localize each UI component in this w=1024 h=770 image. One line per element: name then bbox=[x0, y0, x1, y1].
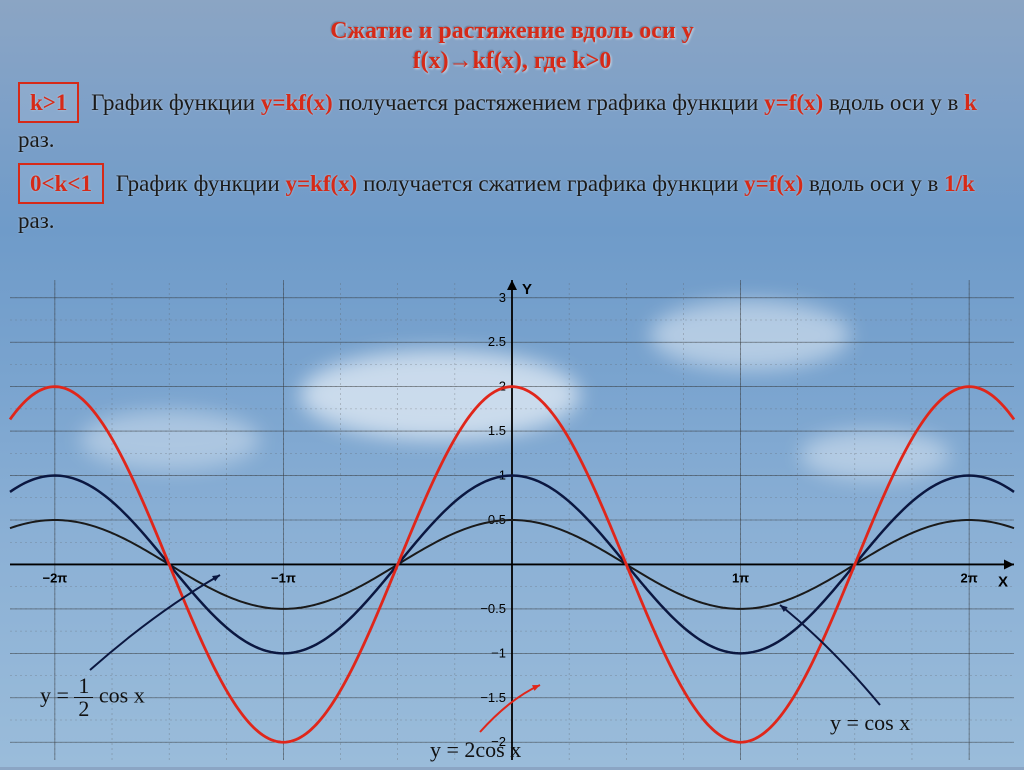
title-line1: Сжатие и растяжение вдоль оси y bbox=[330, 18, 694, 44]
svg-text:X: X bbox=[998, 573, 1008, 590]
rule-text: получается сжатием графика функции bbox=[363, 171, 744, 196]
svg-text:3: 3 bbox=[499, 290, 506, 305]
rule-text: получается растяжением графика функции bbox=[338, 90, 764, 115]
svg-text:1π: 1π bbox=[732, 570, 749, 585]
rule-text: вдоль оси y в bbox=[829, 90, 964, 115]
page-title: Сжатие и растяжение вдоль оси y f(x)→kf(… bbox=[0, 0, 1024, 76]
rule-text: График функции bbox=[116, 171, 286, 196]
rule-text: вдоль оси y в bbox=[809, 171, 944, 196]
k-highlight: k bbox=[964, 90, 977, 115]
curve-label: y = cos x bbox=[830, 710, 910, 736]
formula-highlight: y=kf(x) bbox=[261, 90, 333, 115]
formula-highlight: y=f(x) bbox=[764, 90, 823, 115]
svg-text:Y: Y bbox=[522, 281, 532, 298]
svg-text:1.5: 1.5 bbox=[488, 423, 506, 438]
cosine-chart: XY−2−1.5−1−0.50.511.522.53−2π−1π1π2π bbox=[0, 275, 1024, 765]
formula-highlight: y=f(x) bbox=[744, 171, 803, 196]
rule-text: раз. bbox=[18, 127, 55, 152]
curve-label: y = 12 cos x bbox=[40, 675, 145, 720]
svg-text:−1: −1 bbox=[491, 645, 506, 660]
svg-text:−2π: −2π bbox=[42, 570, 67, 585]
rule-text: График функции bbox=[91, 90, 261, 115]
svg-text:−1.5: −1.5 bbox=[480, 690, 506, 705]
rule-1: k>1 График функции y=kf(x) получается ра… bbox=[0, 76, 1024, 157]
k-highlight: 1/k bbox=[944, 171, 975, 196]
formula-highlight: y=kf(x) bbox=[285, 171, 357, 196]
rule-2: 0<k<1 График функции y=kf(x) получается … bbox=[0, 157, 1024, 238]
svg-text:−1π: −1π bbox=[271, 570, 296, 585]
k-condition-box: 0<k<1 bbox=[18, 163, 104, 204]
svg-text:2π: 2π bbox=[961, 570, 978, 585]
svg-text:−0.5: −0.5 bbox=[480, 601, 506, 616]
svg-text:2.5: 2.5 bbox=[488, 334, 506, 349]
curve-label: y = 2cos x bbox=[430, 737, 521, 763]
title-line2: f(x)→kf(x), где k>0 bbox=[413, 48, 612, 74]
chart-container: XY−2−1.5−1−0.50.511.522.53−2π−1π1π2π y =… bbox=[0, 275, 1024, 765]
rule-text: раз. bbox=[18, 208, 55, 233]
k-condition-box: k>1 bbox=[18, 82, 79, 123]
